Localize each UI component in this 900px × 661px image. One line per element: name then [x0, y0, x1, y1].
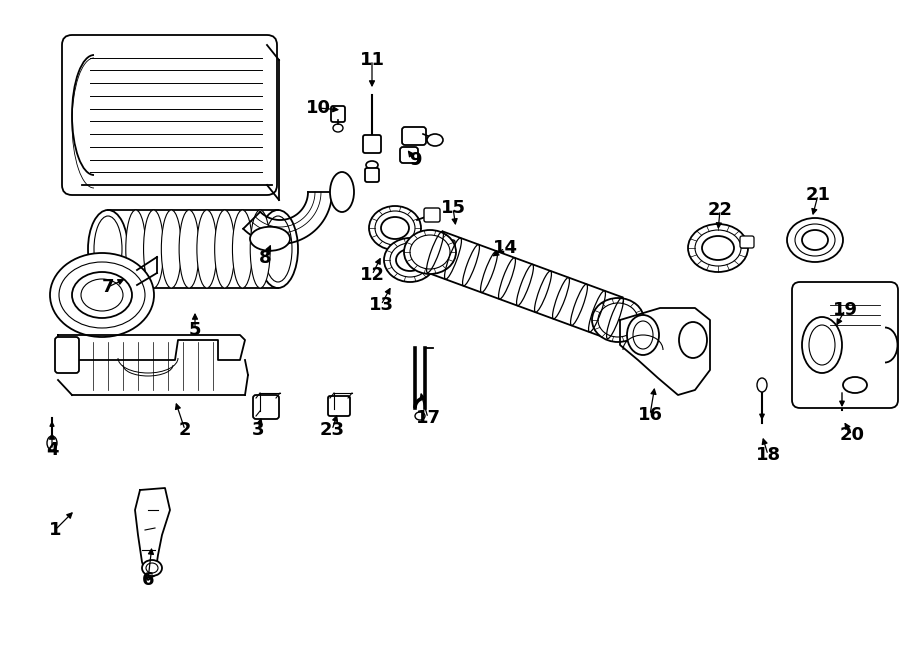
FancyBboxPatch shape	[331, 106, 345, 122]
Ellipse shape	[695, 230, 741, 266]
FancyBboxPatch shape	[363, 135, 381, 153]
Ellipse shape	[333, 124, 343, 132]
FancyBboxPatch shape	[792, 282, 898, 408]
Ellipse shape	[592, 298, 644, 342]
Ellipse shape	[787, 218, 843, 262]
Text: 21: 21	[806, 186, 831, 204]
Text: 23: 23	[320, 421, 345, 439]
Text: 8: 8	[258, 249, 271, 267]
Text: 17: 17	[416, 409, 440, 427]
Ellipse shape	[126, 210, 146, 288]
Text: 7: 7	[102, 278, 114, 296]
Ellipse shape	[72, 272, 132, 318]
Ellipse shape	[384, 238, 436, 282]
Ellipse shape	[330, 172, 354, 212]
Ellipse shape	[679, 322, 707, 358]
Ellipse shape	[802, 230, 828, 250]
Ellipse shape	[88, 210, 128, 288]
Ellipse shape	[396, 249, 424, 271]
FancyBboxPatch shape	[365, 168, 379, 182]
Ellipse shape	[146, 563, 158, 573]
Ellipse shape	[144, 210, 164, 288]
Ellipse shape	[390, 243, 430, 277]
Ellipse shape	[366, 161, 378, 169]
FancyBboxPatch shape	[740, 236, 754, 248]
Ellipse shape	[47, 436, 57, 450]
Ellipse shape	[381, 217, 409, 239]
Ellipse shape	[633, 321, 653, 349]
Text: 18: 18	[755, 446, 780, 464]
Ellipse shape	[843, 377, 867, 393]
Text: 12: 12	[359, 266, 384, 284]
Ellipse shape	[404, 230, 456, 274]
Text: 13: 13	[368, 296, 393, 314]
Text: 3: 3	[252, 421, 265, 439]
Ellipse shape	[250, 210, 270, 288]
FancyBboxPatch shape	[328, 396, 350, 416]
Ellipse shape	[795, 224, 835, 256]
FancyBboxPatch shape	[62, 35, 277, 195]
Ellipse shape	[81, 279, 123, 311]
Ellipse shape	[598, 303, 638, 337]
Ellipse shape	[94, 216, 122, 282]
Text: 6: 6	[142, 571, 154, 589]
Ellipse shape	[427, 134, 443, 146]
Ellipse shape	[809, 325, 835, 365]
FancyBboxPatch shape	[55, 337, 79, 373]
Ellipse shape	[250, 227, 290, 251]
Ellipse shape	[802, 317, 842, 373]
Text: 22: 22	[707, 201, 733, 219]
FancyBboxPatch shape	[400, 147, 418, 163]
Ellipse shape	[757, 378, 767, 392]
Ellipse shape	[837, 365, 847, 379]
Ellipse shape	[415, 412, 425, 420]
Text: 1: 1	[49, 521, 61, 539]
FancyBboxPatch shape	[402, 127, 426, 145]
Ellipse shape	[197, 210, 217, 288]
Ellipse shape	[161, 210, 181, 288]
Text: 16: 16	[637, 406, 662, 424]
Ellipse shape	[688, 224, 748, 272]
Text: 11: 11	[359, 51, 384, 69]
Ellipse shape	[215, 210, 235, 288]
Text: 5: 5	[189, 321, 202, 339]
Text: 9: 9	[409, 151, 421, 169]
Ellipse shape	[258, 210, 298, 288]
Text: 20: 20	[840, 426, 865, 444]
Text: 15: 15	[440, 199, 465, 217]
FancyBboxPatch shape	[439, 240, 455, 254]
FancyBboxPatch shape	[424, 208, 440, 222]
Ellipse shape	[375, 211, 415, 245]
Ellipse shape	[179, 210, 199, 288]
Text: 10: 10	[305, 99, 330, 117]
Ellipse shape	[410, 235, 450, 269]
Ellipse shape	[142, 560, 162, 576]
Ellipse shape	[232, 210, 252, 288]
Ellipse shape	[627, 315, 659, 355]
Text: 4: 4	[46, 441, 58, 459]
Ellipse shape	[50, 253, 154, 337]
Text: 2: 2	[179, 421, 191, 439]
FancyBboxPatch shape	[253, 395, 279, 419]
Ellipse shape	[264, 216, 292, 282]
Ellipse shape	[59, 262, 145, 328]
Ellipse shape	[369, 206, 421, 250]
Ellipse shape	[702, 236, 734, 260]
Text: 19: 19	[832, 301, 858, 319]
Text: 14: 14	[492, 239, 517, 257]
